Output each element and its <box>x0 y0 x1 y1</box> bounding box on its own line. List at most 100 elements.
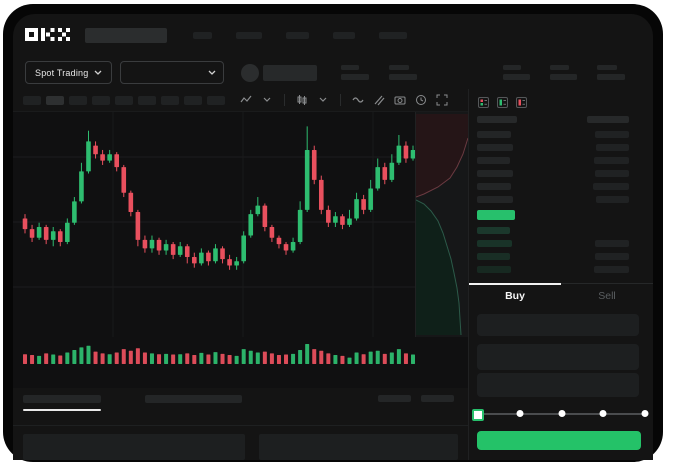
bottom-tabs <box>23 395 242 411</box>
device-frame: Spot Trading <box>3 4 663 462</box>
nav-item-placeholder[interactable] <box>286 31 309 39</box>
ask-price-row[interactable] <box>477 170 513 177</box>
timeframe-button[interactable] <box>23 95 41 105</box>
wave-icon[interactable] <box>352 94 364 106</box>
ask-amount <box>595 131 629 138</box>
ask-price-row[interactable] <box>477 131 511 138</box>
bottom-right-actions <box>378 395 454 402</box>
bid-amount <box>595 253 629 260</box>
toolbar-separator <box>284 94 285 106</box>
okx-logo-icon <box>25 28 70 41</box>
main-body: Buy Sell <box>13 89 653 460</box>
bid-price-row[interactable] <box>477 253 510 260</box>
trading-app: Spot Trading <box>13 14 653 460</box>
chevron-down-icon[interactable] <box>317 94 329 106</box>
ask-amount <box>593 183 629 190</box>
nav-item-placeholder[interactable] <box>193 31 212 39</box>
book-asks-icon[interactable] <box>516 95 527 113</box>
order-input-3[interactable] <box>477 373 639 397</box>
timeframe-button[interactable] <box>207 95 225 105</box>
orderbook-price-header <box>477 116 517 123</box>
timeframe-button[interactable] <box>184 95 202 105</box>
ask-amount <box>594 157 629 164</box>
amount-slider[interactable] <box>472 408 649 421</box>
depth-overlay <box>415 112 469 337</box>
okx-logo[interactable] <box>25 28 71 42</box>
bid-price-row[interactable] <box>477 240 512 247</box>
order-input-2[interactable] <box>477 344 639 370</box>
timeframe-button[interactable] <box>69 95 87 105</box>
bottom-action-placeholder[interactable] <box>378 395 411 402</box>
order-input-1[interactable] <box>477 314 639 336</box>
ticker-stat <box>389 65 418 80</box>
tab-sell-label: Sell <box>598 290 616 302</box>
ask-amount <box>595 170 629 177</box>
pair-selector[interactable] <box>120 61 225 84</box>
bottom-tabs-row <box>13 388 468 426</box>
bottom-panels <box>13 426 468 460</box>
history-panel-placeholder <box>259 434 458 460</box>
timeframe-blocks <box>23 95 225 105</box>
book-bids-icon[interactable] <box>497 95 508 113</box>
market-type-selector[interactable]: Spot Trading <box>25 61 113 84</box>
tab-buy-label: Buy <box>505 290 525 302</box>
top-navbar <box>13 14 653 56</box>
tab-buy[interactable]: Buy <box>469 283 561 308</box>
nav-item-placeholder[interactable] <box>236 31 262 39</box>
depth-chart <box>415 114 469 336</box>
ask-price-row[interactable] <box>477 183 511 190</box>
expand-icon[interactable] <box>436 94 448 106</box>
timeframe-button[interactable] <box>115 95 133 105</box>
nav-item-placeholder[interactable] <box>333 31 355 39</box>
slider-stop-25pct[interactable] <box>516 410 524 417</box>
candlestick-chart <box>13 112 416 364</box>
orderbook-trade-panel: Buy Sell <box>468 89 653 460</box>
chevron-down-icon <box>208 70 216 75</box>
search-input[interactable] <box>85 27 167 43</box>
bid-amount <box>594 266 629 273</box>
timeframe-button[interactable] <box>138 95 156 105</box>
zigzag-icon[interactable] <box>240 94 252 106</box>
slider-stop-100pct[interactable] <box>641 410 649 417</box>
tab-sell[interactable]: Sell <box>561 284 653 308</box>
bid-price-row[interactable] <box>477 266 511 273</box>
camera-icon[interactable] <box>394 94 406 106</box>
bid-price-row[interactable] <box>477 227 510 234</box>
chart-toolbar <box>13 89 468 112</box>
orderbook-amount-header <box>587 116 629 123</box>
ask-price-row[interactable] <box>477 196 513 203</box>
toolbar-icons <box>240 94 448 106</box>
candles-icon[interactable] <box>296 94 308 106</box>
timeframe-button[interactable] <box>92 95 110 105</box>
timeframe-button[interactable] <box>46 95 64 105</box>
ticker-stat <box>341 65 370 80</box>
orderbook-view-toggles <box>478 95 527 113</box>
book-combined-icon[interactable] <box>478 95 489 113</box>
nav-links <box>193 31 407 39</box>
bid-amount <box>595 240 629 247</box>
coin-avatar <box>241 63 260 82</box>
bottom-tab[interactable] <box>23 395 101 411</box>
ask-price-row[interactable] <box>477 157 510 164</box>
chevron-down-icon <box>94 70 102 75</box>
toolbar-separator <box>340 94 341 106</box>
trade-tabs: Buy Sell <box>469 283 653 308</box>
bottom-action-placeholder[interactable] <box>421 395 454 402</box>
bottom-tab[interactable] <box>145 395 242 403</box>
trendline-icon[interactable] <box>373 94 385 106</box>
last-price-placeholder <box>263 64 318 81</box>
slider-stop-0pct[interactable] <box>472 409 484 421</box>
last-price-indicator[interactable] <box>477 210 515 220</box>
chevron-down-icon[interactable] <box>261 94 273 106</box>
ticker-stat <box>503 65 531 80</box>
price-chart[interactable] <box>13 112 469 388</box>
buy-submit-button[interactable] <box>477 431 641 450</box>
timeframe-button[interactable] <box>161 95 179 105</box>
slider-stop-75pct[interactable] <box>599 410 607 417</box>
clock-icon[interactable] <box>415 94 427 106</box>
nav-item-placeholder[interactable] <box>379 31 407 39</box>
ticker-row: Spot Trading <box>13 56 653 89</box>
ask-amount <box>596 196 629 203</box>
slider-stop-50pct[interactable] <box>558 410 565 417</box>
ask-price-row[interactable] <box>477 144 513 151</box>
